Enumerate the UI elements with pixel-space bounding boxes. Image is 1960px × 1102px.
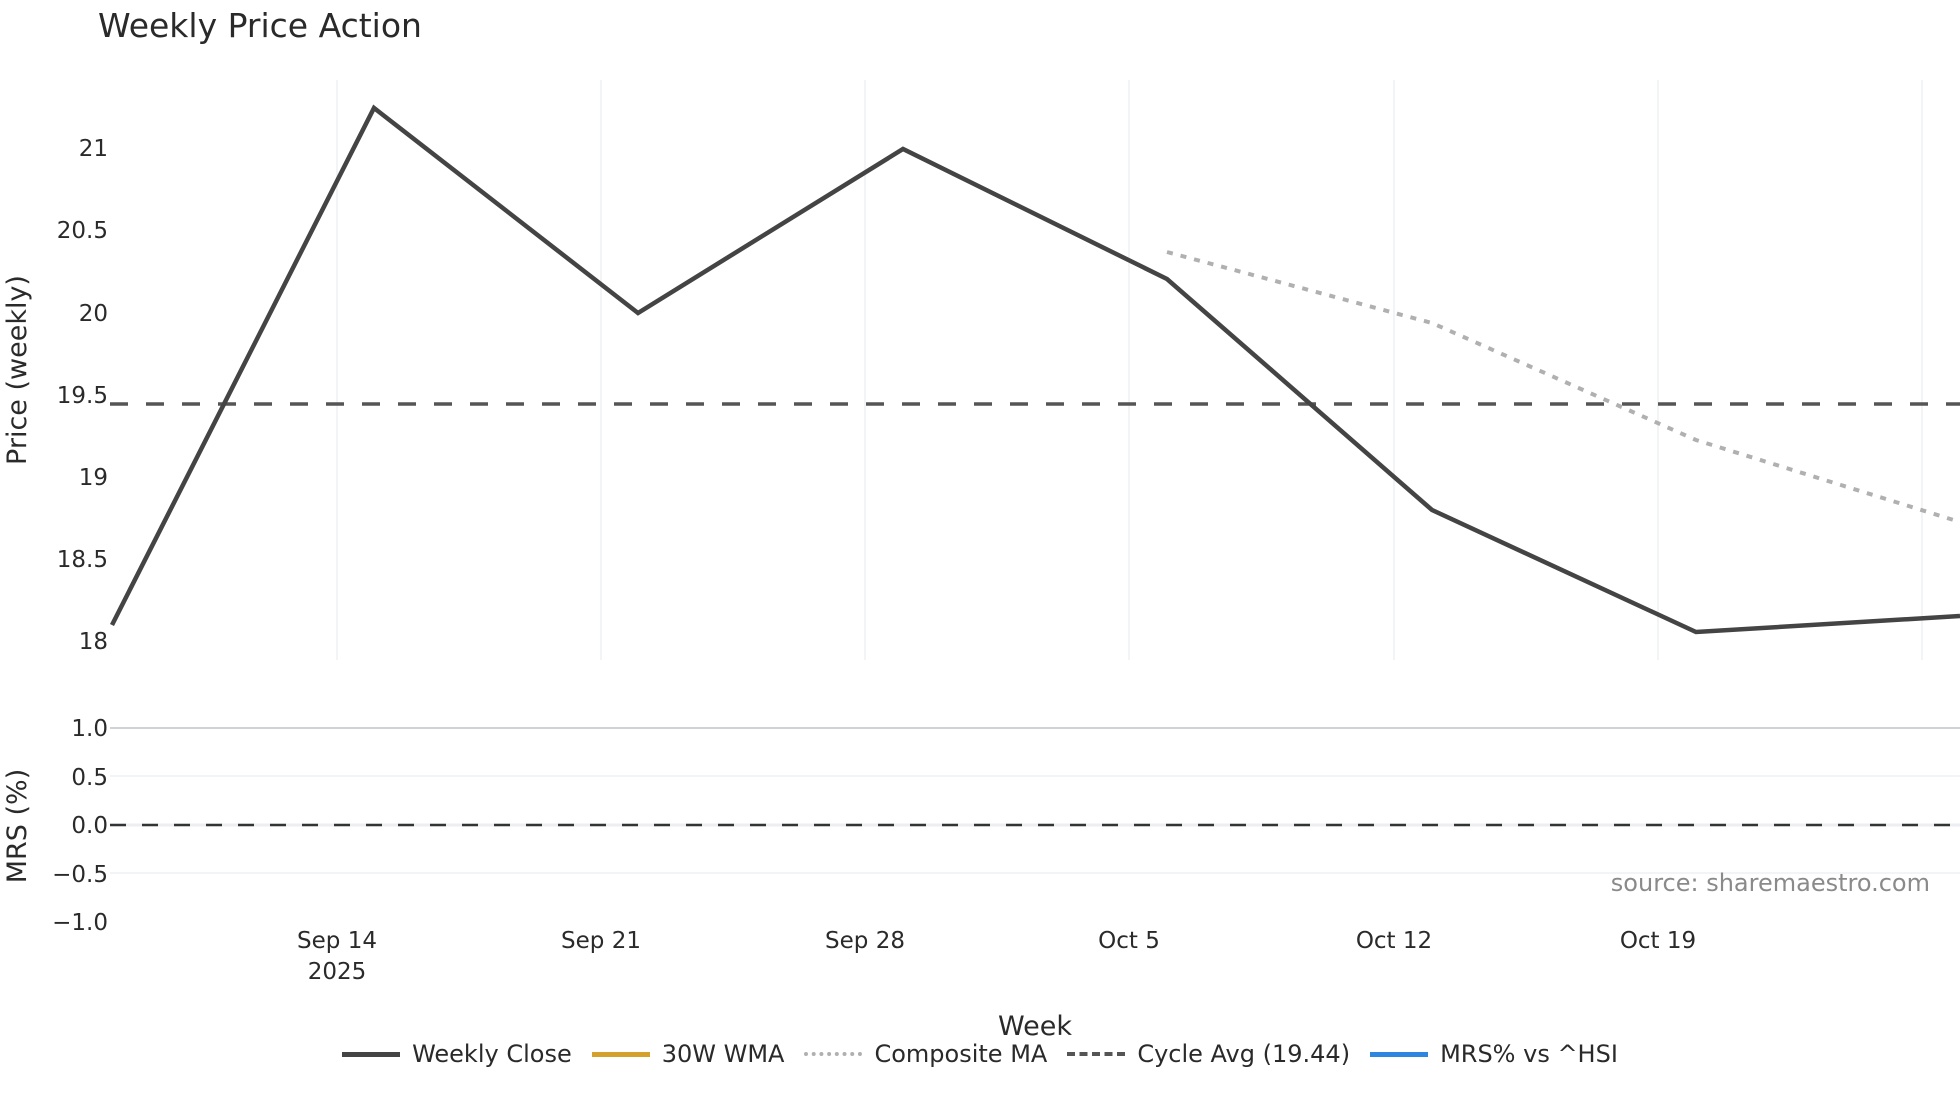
dashed-line-icon [1067, 1052, 1126, 1056]
ytick: 18.5 [57, 547, 108, 573]
ytick: 18 [79, 629, 108, 655]
xtick: Sep 28 [825, 928, 905, 954]
xtick-year: 2025 [308, 959, 367, 985]
legend-item-30w-wma[interactable]: 30W WMA [591, 1040, 785, 1068]
chart-title: Weekly Price Action [98, 6, 422, 45]
upper-y-axis-title: Price (weekly) [2, 275, 33, 465]
solid-line-icon [591, 1051, 650, 1057]
ytick: 20 [79, 301, 108, 327]
solid-line-icon [342, 1051, 401, 1057]
xtick: Oct 12 [1356, 928, 1432, 954]
ytick: −1.0 [52, 910, 108, 936]
ytick: 19.5 [57, 383, 108, 409]
ytick: 20.5 [57, 218, 108, 244]
x-ticks: Sep 14 2025 Sep 21 Sep 28 Oct 5 Oct 12 O… [297, 928, 1696, 985]
ytick: 19 [79, 465, 108, 491]
ytick: −0.5 [52, 862, 108, 888]
ytick: 1.0 [71, 716, 108, 742]
legend: Weekly Close 30W WMA Composite MA Cycle … [0, 1036, 1960, 1072]
dotted-line-icon [804, 1052, 863, 1056]
xtick: Oct 5 [1098, 928, 1160, 954]
lower-gridlines [110, 727, 1960, 874]
x-axis-title: Week [998, 1011, 1072, 1042]
legend-item-weekly-close[interactable]: Weekly Close [342, 1040, 572, 1068]
weekly-close-line [109, 104, 1960, 635]
legend-label: 30W WMA [661, 1040, 785, 1068]
legend-label: Composite MA [874, 1040, 1048, 1068]
lower-y-axis-title: MRS (%) [2, 769, 33, 884]
xtick: Sep 21 [561, 928, 641, 954]
legend-item-cycle-avg[interactable]: Cycle Avg (19.44) [1067, 1040, 1350, 1068]
legend-label: MRS% vs ^HSI [1440, 1040, 1618, 1068]
legend-item-composite-ma[interactable]: Composite MA [804, 1040, 1047, 1068]
upper-gridlines [336, 80, 1923, 660]
composite-ma-line [1166, 250, 1960, 524]
upper-y-ticks: 21 20.5 20 19.5 19 18.5 18 [57, 136, 108, 655]
xtick: Sep 14 [297, 928, 377, 954]
ytick: 0.0 [71, 813, 108, 839]
solid-line-icon [1370, 1051, 1429, 1057]
legend-label: Cycle Avg (19.44) [1137, 1040, 1351, 1068]
ytick: 21 [79, 136, 108, 162]
xtick: Oct 19 [1620, 928, 1696, 954]
legend-item-mrs[interactable]: MRS% vs ^HSI [1370, 1040, 1618, 1068]
legend-label: Weekly Close [412, 1040, 572, 1068]
source-annotation: source: sharemaestro.com [1611, 869, 1930, 897]
ytick: 0.5 [71, 765, 108, 791]
lower-y-ticks: 1.0 0.5 0.0 −0.5 −1.0 [52, 716, 108, 936]
